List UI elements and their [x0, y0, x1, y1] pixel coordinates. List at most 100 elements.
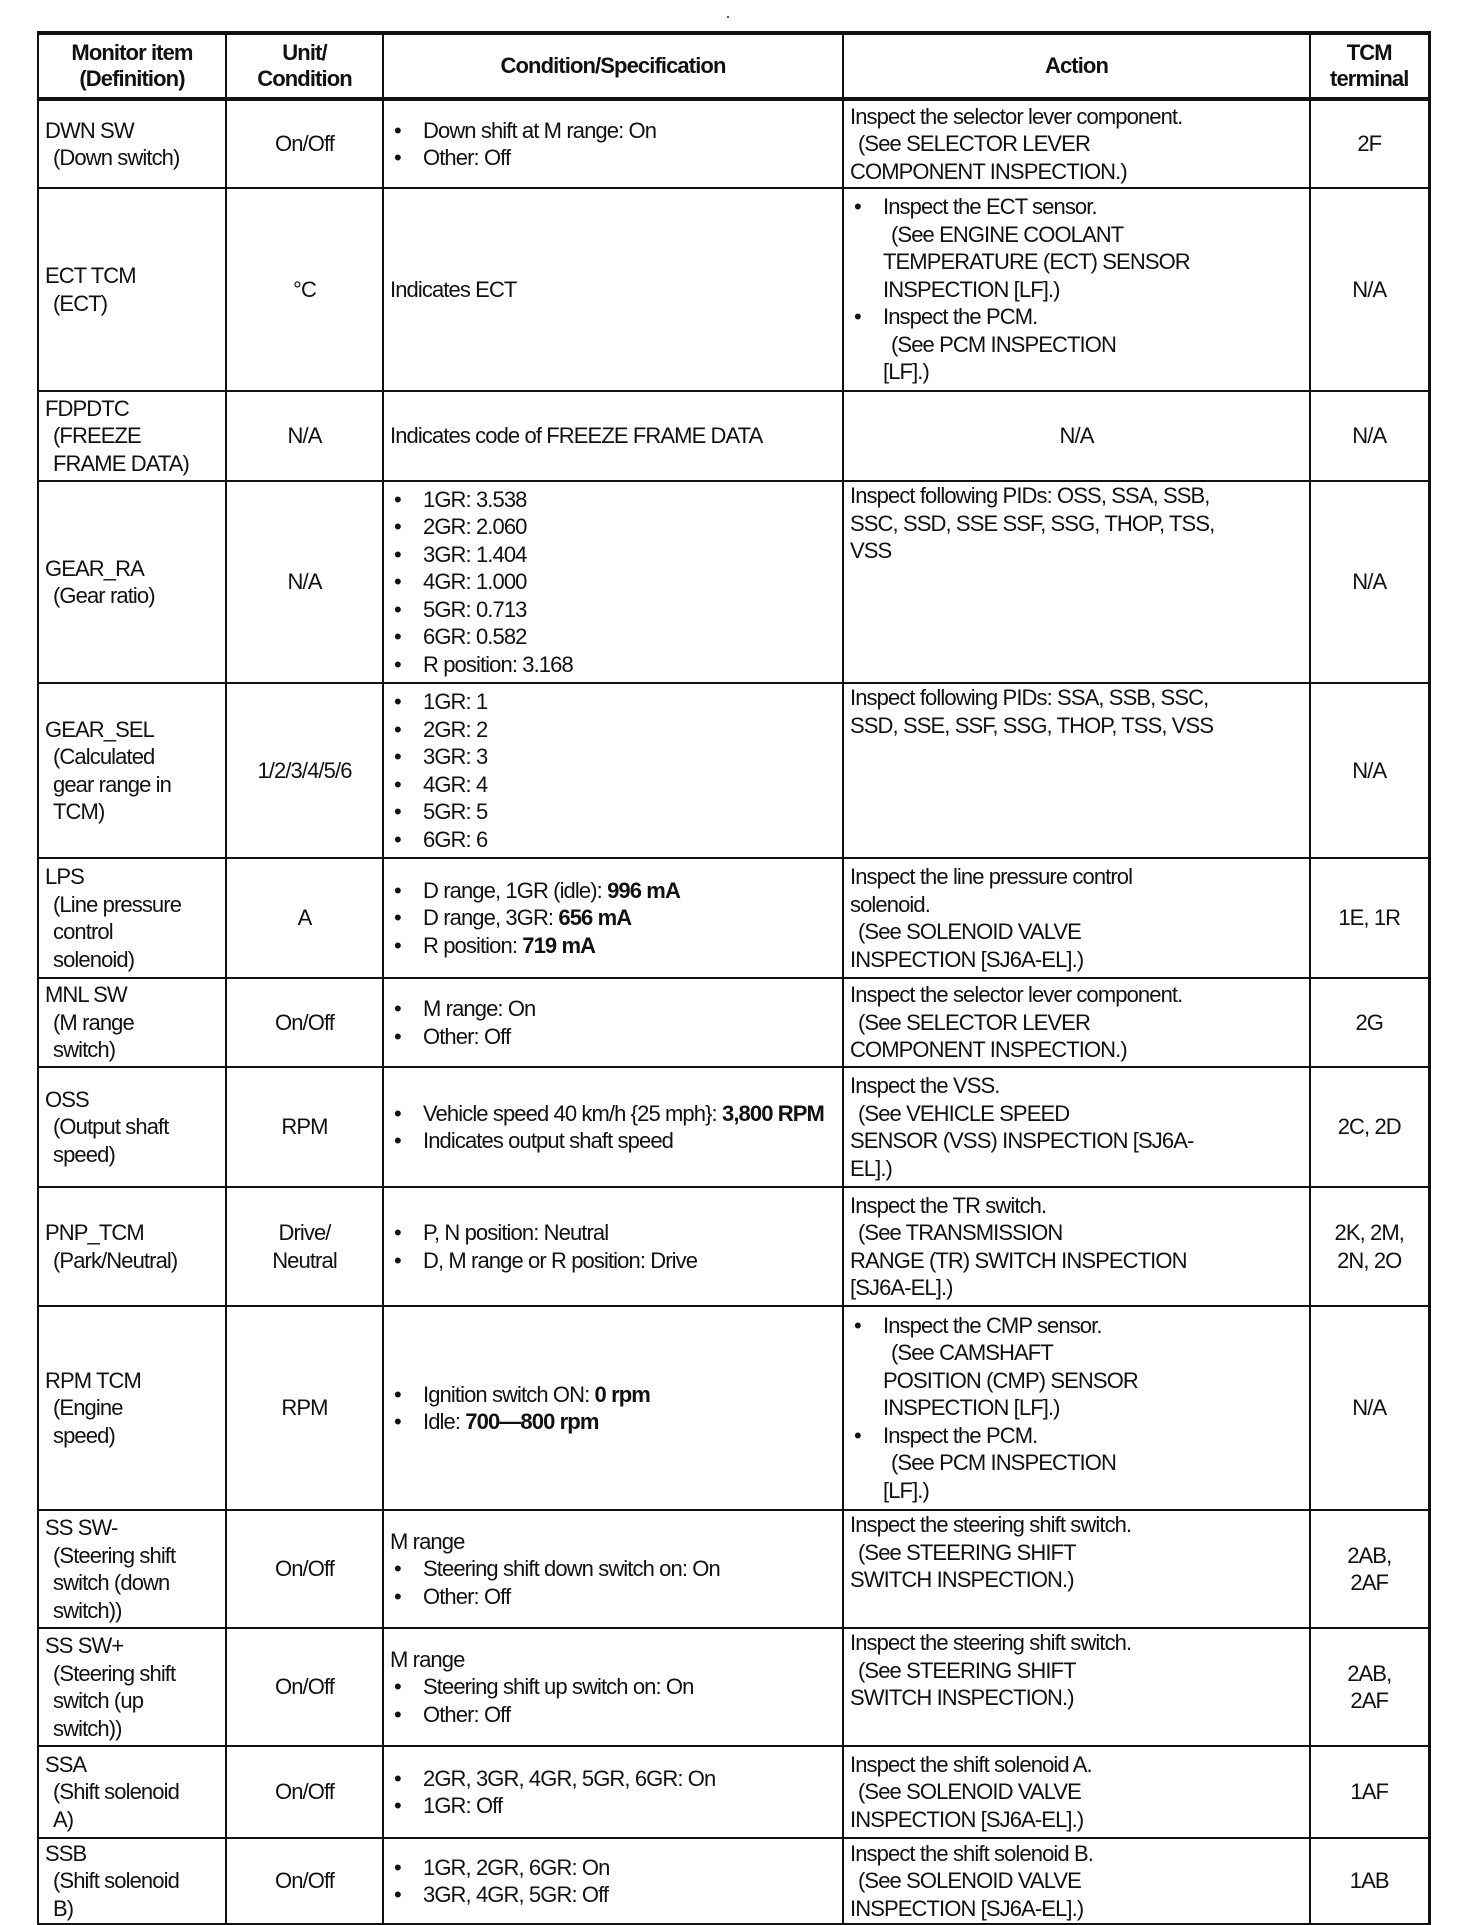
condition-bullet: • 3GR, 4GR, 5GR: Off — [390, 1881, 836, 1909]
condition-cell: • Down shift at M range: On • Other: Off — [382, 98, 844, 189]
unit-cell: On/Off — [225, 1509, 384, 1629]
item-name: SS SW- — [45, 1515, 118, 1540]
condition-bullet: • 1GR: 1 — [390, 688, 836, 716]
condition-bullet: • Down shift at M range: On — [390, 117, 836, 145]
action-line: INSPECTION [LF].) — [883, 1395, 1061, 1421]
table-row: FDPDTC (FREEZE FRAME DATA) N/A Indicates cod… — [37, 390, 1430, 482]
item-name: OSS — [45, 1086, 90, 1112]
condition-cell: Indicates ECT — [382, 187, 844, 392]
action-line: INSPECTION [SJ6A-EL].) — [850, 1895, 1084, 1921]
condition-cell: • 1GR: 1 • 2GR: 2 • 3GR: 3 • 4GR: 4 • 5GR: 5 • 6GR:… — [382, 682, 844, 859]
unit-cell: On/Off — [225, 1837, 384, 1925]
monitor-item-cell: DWN SW (Down switch) — [37, 98, 227, 189]
header-monitor-item: Monitor item (Definition) — [37, 31, 227, 101]
item-definition-line: (Calculated — [53, 744, 155, 769]
action-line: Inspect the shift solenoid A. — [850, 1751, 1093, 1777]
condition-segment: D, M range or R position: Drive — [423, 1247, 698, 1273]
condition-segment: R position: — [423, 932, 523, 958]
condition-text: R position: 3.168 — [423, 651, 574, 679]
tcm-terminal-cell: N/A — [1309, 682, 1430, 859]
action-text: Inspect the steering shift switch. (See S… — [850, 1629, 1303, 1712]
monitor-item-cell: PNP_TCM (Park/Neutral) — [37, 1186, 227, 1307]
condition-bullet: • 4GR: 1.000 — [390, 568, 836, 596]
condition-text: 1GR: 1 — [423, 688, 488, 716]
action-line: (See ENGINE COOLANT — [891, 221, 1124, 247]
unit-cell: N/A — [225, 390, 384, 482]
action-line: SWITCH INSPECTION.) — [850, 1685, 1075, 1710]
unit-cell: On/Off — [225, 98, 384, 189]
table-row: OSS (Output shaft speed) RPM • Vehicle speed … — [37, 1066, 1430, 1188]
item-definition-line: TCM) — [53, 799, 105, 824]
condition-segment: 5GR: 5 — [423, 799, 488, 824]
unit-cell: 1/2/3/4/5/6 — [225, 682, 384, 859]
condition-segment: Steering shift up switch on: On — [423, 1674, 694, 1700]
condition-segment: M range: On — [423, 996, 536, 1021]
condition-text: 3GR: 3 — [423, 743, 488, 771]
bullet-icon: • — [394, 1409, 402, 1434]
bullet-icon: • — [854, 194, 862, 220]
action-line: (See STEERING SHIFT — [858, 1539, 1077, 1565]
condition-text: 2GR: 2 — [423, 716, 488, 744]
condition-segment: D range, 1GR (idle): — [423, 877, 608, 903]
bullet-icon: • — [394, 1220, 402, 1245]
monitor-item-cell: SS SW+ (Steering shift switch (up switch)) — [37, 1627, 227, 1747]
action-block: Inspect the TR switch. (See TRANSMISSION R… — [850, 1192, 1303, 1302]
condition-segment: 5GR: 0.713 — [423, 596, 527, 622]
condition-cell: • 2GR, 3GR, 4GR, 5GR, 6GR: On • 1GR: Off — [382, 1745, 844, 1839]
bullet-icon: • — [394, 932, 402, 958]
tcm-terminal-cell: 2AB, 2AF — [1309, 1509, 1430, 1629]
condition-text: D range, 3GR: 656 mA — [423, 904, 632, 932]
bullet-icon: • — [394, 1381, 402, 1407]
item-name: FDPDTC — [45, 395, 130, 421]
action-text: Inspect the selector lever component. (Se… — [850, 103, 1303, 186]
action-line: Inspect the selector lever component. — [850, 103, 1183, 129]
tcm-terminal-cell: N/A — [1309, 1305, 1430, 1511]
condition-intro: Indicates code of FREEZE FRAME DATA — [390, 423, 763, 449]
action-line: Inspect the steering shift switch. — [850, 1630, 1132, 1655]
bullet-icon: • — [394, 771, 402, 797]
condition-bullet: • Steering shift down switch on: On — [390, 1555, 836, 1583]
condition-text: Other: Off — [423, 1583, 511, 1611]
condition-text: Indicates output shaft speed — [423, 1127, 674, 1155]
condition-bullet: • Ignition switch ON: 0 rpm — [390, 1381, 836, 1409]
condition-segment: 3GR: 1.404 — [423, 541, 527, 567]
condition-text: 2GR, 3GR, 4GR, 5GR, 6GR: On — [423, 1765, 716, 1793]
action-line: POSITION (CMP) SENSOR — [883, 1367, 1139, 1393]
monitor-item-cell: LPS (Line pressure control solenoid) — [37, 857, 227, 979]
condition-text: Steering shift down switch on: On — [423, 1555, 721, 1583]
tcm-terminal-cell: 2F — [1309, 98, 1430, 189]
condition-text: 5GR: 0.713 — [423, 596, 527, 624]
condition-cell: • P, N position: Neutral • D, M range or R … — [382, 1186, 844, 1307]
action-block: Inspect the shift solenoid B. (See SOLENO… — [850, 1840, 1303, 1923]
condition-bullet: • Other: Off — [390, 1023, 836, 1051]
item-definition-line: (M range — [53, 1009, 135, 1035]
condition-segment: Down shift at M range: On — [423, 117, 657, 143]
bullet-icon: • — [394, 1765, 402, 1791]
action-cell: Inspect the steering shift switch. (See S… — [842, 1509, 1311, 1629]
action-block: Inspect the selector lever component. (Se… — [850, 103, 1303, 186]
action-cell: Inspect the VSS. (See VEHICLE SPEED SENSOR… — [842, 1066, 1311, 1188]
action-block: N/A — [850, 422, 1303, 450]
condition-segment: Indicates output shaft speed — [423, 1128, 674, 1153]
monitor-item-cell: MNL SW (M range switch) — [37, 977, 227, 1068]
action-block: Inspect the VSS. (See VEHICLE SPEED SENSOR… — [850, 1072, 1303, 1182]
condition-cell: • Vehicle speed 40 km/h {25 mph}: 3,800 R… — [382, 1066, 844, 1188]
condition-bullet: • Other: Off — [390, 1701, 836, 1729]
item-name: MNL SW — [45, 982, 128, 1008]
action-cell: N/A — [842, 390, 1311, 482]
condition-segment: 3GR, 4GR, 5GR: Off — [423, 1882, 609, 1907]
condition-bullet: • M range: On — [390, 995, 836, 1023]
condition-cell: • 1GR, 2GR, 6GR: On • 3GR, 4GR, 5GR: Off — [382, 1837, 844, 1925]
action-block: Inspect following PIDs: SSA, SSB, SSC, SS… — [850, 684, 1303, 739]
condition-bullet: • 2GR, 3GR, 4GR, 5GR, 6GR: On — [390, 1765, 836, 1793]
condition-intro: M range — [390, 1646, 465, 1672]
scan-speck — [727, 16, 729, 18]
tcm-terminal-cell: 2AB, 2AF — [1309, 1627, 1430, 1747]
condition-segment: P, N position: Neutral — [423, 1220, 609, 1245]
item-definition-line: (FREEZE — [53, 423, 142, 449]
header-condition: Condition/Specification — [382, 31, 844, 101]
condition-text: D range, 1GR (idle): 996 mA — [423, 877, 681, 905]
table-row: ECT TCM (ECT) °C Indicates ECT • Inspect the … — [37, 187, 1430, 392]
item-definition-line: switch (down — [53, 1570, 170, 1595]
bullet-icon: • — [394, 1100, 402, 1126]
